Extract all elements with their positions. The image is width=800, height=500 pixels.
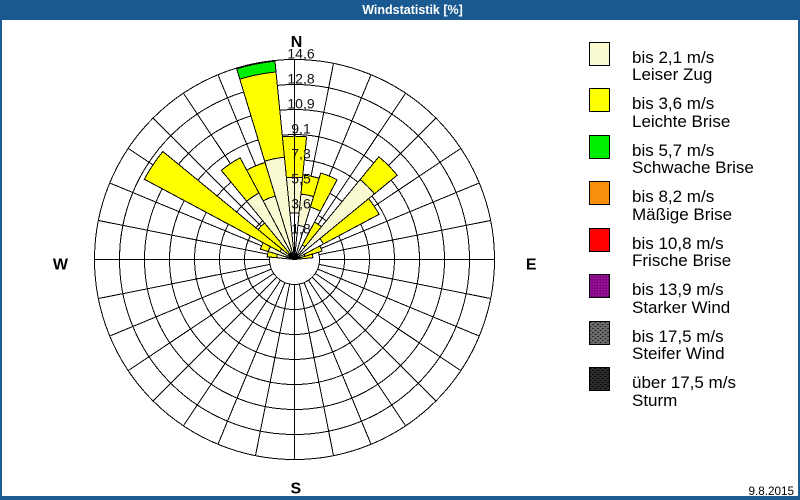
svg-text:W: W xyxy=(53,257,69,274)
svg-text:3,6: 3,6 xyxy=(291,196,311,212)
svg-text:E: E xyxy=(526,257,537,274)
svg-text:S: S xyxy=(290,481,301,498)
svg-text:N: N xyxy=(291,34,303,51)
svg-text:10,9: 10,9 xyxy=(287,96,314,112)
svg-text:7,3: 7,3 xyxy=(291,146,311,162)
svg-text:9,1: 9,1 xyxy=(291,121,311,137)
svg-text:5,5: 5,5 xyxy=(291,171,311,187)
svg-text:12,8: 12,8 xyxy=(287,71,314,87)
svg-text:14,6: 14,6 xyxy=(287,46,314,62)
svg-text:1,8: 1,8 xyxy=(291,221,311,237)
